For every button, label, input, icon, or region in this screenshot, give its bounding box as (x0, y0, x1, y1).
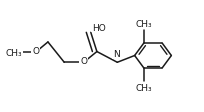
Text: N: N (113, 50, 120, 59)
Text: HO: HO (92, 24, 105, 32)
Text: CH₃: CH₃ (6, 48, 22, 57)
Text: O: O (32, 46, 39, 55)
Text: CH₃: CH₃ (135, 83, 152, 92)
Text: O: O (80, 57, 87, 66)
Text: CH₃: CH₃ (135, 20, 152, 29)
